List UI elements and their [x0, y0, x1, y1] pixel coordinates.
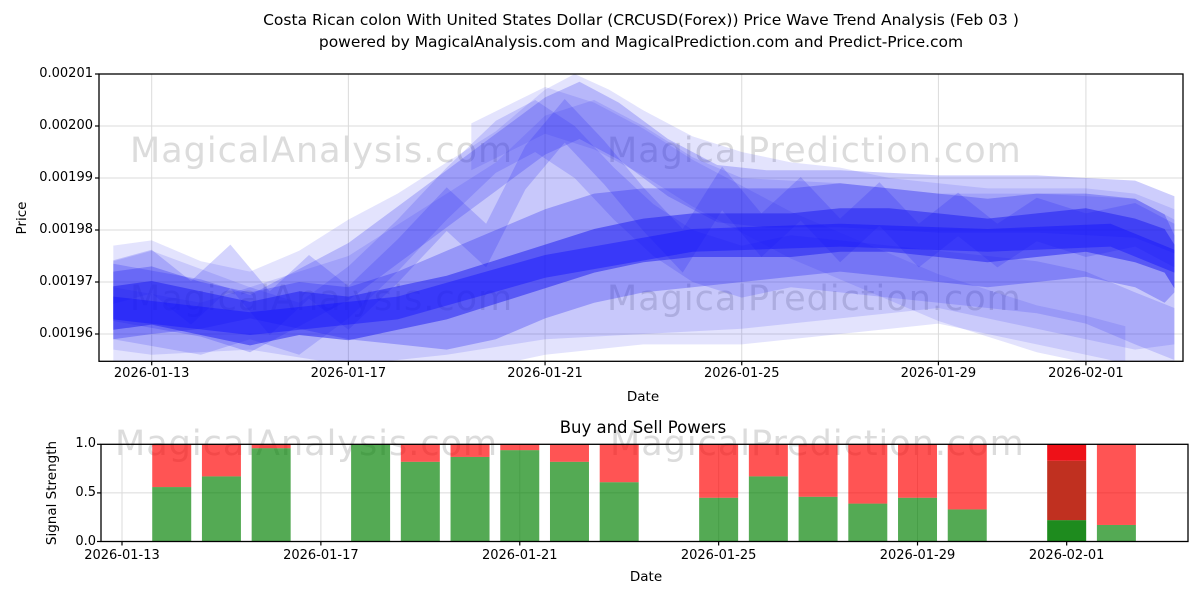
- sell-bar-2026-01-22: [549, 444, 589, 462]
- watermark-magicalprediction: MagicalPrediction.com: [607, 131, 1022, 171]
- buy-bar-2026-01-30: [947, 509, 987, 542]
- price-chart-axes: [95, 73, 1184, 366]
- price-x-tick-label: 2026-01-13: [113, 366, 190, 381]
- watermark-magicalprediction: MagicalPrediction.com: [607, 279, 1022, 319]
- buy-bar-2026-01-26: [748, 476, 788, 542]
- bar-segment-2026-02-01: [1047, 460, 1087, 521]
- wave-band-band-mid: [113, 183, 1175, 350]
- signal-x-tick-label: 2026-01-25: [680, 548, 757, 563]
- price-y-tick-label: 0.00199: [39, 170, 93, 185]
- signal-x-tick-label: 2026-01-17: [283, 548, 359, 563]
- watermark-magicalanalysis: MagicalAnalysis.com: [130, 131, 514, 171]
- price-y-tick-label: 0.00198: [39, 222, 93, 237]
- sell-bar-2026-02-02: [1096, 444, 1136, 525]
- figure-subtitle: powered by MagicalAnalysis.com and Magic…: [318, 33, 964, 51]
- buy-bar-2026-01-14: [152, 487, 192, 542]
- x-axis-label-date-top: Date: [626, 389, 660, 405]
- price-x-tick-label: 2026-01-17: [310, 366, 387, 381]
- buy-bar-2026-01-19: [400, 461, 440, 542]
- signal-x-tick-label: 2026-01-29: [879, 548, 956, 563]
- price-y-tick-label: 0.00197: [39, 274, 93, 289]
- buy-bar-2026-01-28: [848, 503, 888, 542]
- buy-bar-2026-01-23: [599, 482, 639, 542]
- buy-bar-2026-01-29: [898, 497, 938, 542]
- price-y-tick-label: 0.00196: [39, 326, 93, 341]
- buy-bar-2026-01-15: [201, 476, 241, 542]
- x-axis-label-date-bottom: Date: [629, 569, 663, 585]
- signal-x-tick-label: 2026-01-13: [84, 548, 160, 563]
- price-x-tick-label: 2026-01-29: [900, 366, 977, 381]
- buy-bar-2026-01-25: [699, 497, 739, 542]
- bar-segment-2026-02-01: [1047, 520, 1087, 542]
- price-y-tick-label: 0.00200: [39, 118, 93, 133]
- signal-y-tick-label: 0.0: [75, 533, 96, 549]
- price-wave-bands: [113, 74, 1175, 362]
- figure-title: Costa Rican colon With United States Dol…: [263, 11, 1019, 29]
- signal-y-tick-label: 0.5: [75, 484, 96, 500]
- buy-bar-2026-01-27: [798, 496, 838, 542]
- price-x-tick-label: 2026-01-21: [507, 366, 583, 381]
- watermark-magicalanalysis: MagicalAnalysis.com: [130, 279, 514, 319]
- wave-band-band-core-dark: [113, 208, 1175, 346]
- buy-bar-2026-01-20: [450, 456, 490, 542]
- buy-bar-2026-01-21: [500, 450, 540, 542]
- buy-bar-2026-02-02: [1096, 524, 1136, 542]
- wave-band-envelope-outer: [113, 74, 1175, 362]
- signal-x-tick-label: 2026-02-01: [1028, 548, 1105, 563]
- price-x-tick-label: 2026-01-25: [703, 366, 780, 381]
- price-x-tick-label: 2026-02-01: [1048, 366, 1124, 381]
- wave-band-fan-upper-descend: [471, 87, 1126, 362]
- price-y-tick-label: 0.00201: [39, 66, 93, 81]
- sell-bar-2026-01-21: [500, 444, 540, 451]
- signal-y-tick-label: 1.0: [75, 436, 96, 452]
- subplot-title-buy-sell-powers: Buy and Sell Powers: [559, 418, 727, 437]
- signal-x-tick-label: 2026-01-21: [481, 548, 558, 563]
- buy-bar-2026-01-22: [549, 461, 589, 542]
- bar-segment-2026-02-01: [1047, 444, 1087, 461]
